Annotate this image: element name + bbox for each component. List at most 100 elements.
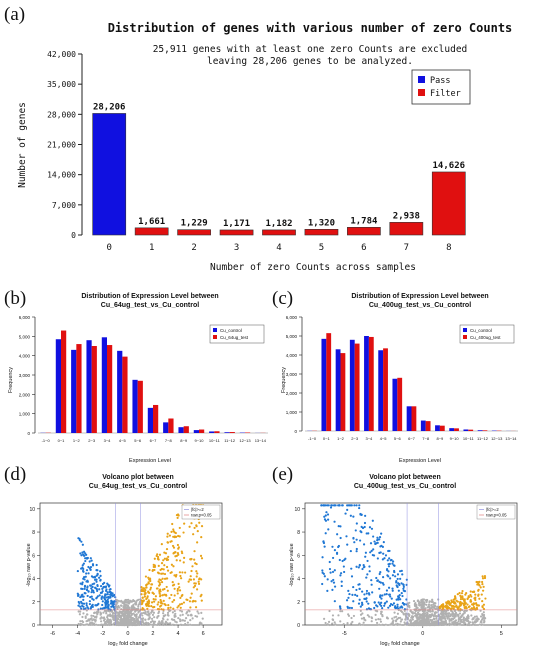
data-point (426, 614, 429, 617)
data-point (140, 612, 144, 615)
data-point (131, 605, 134, 608)
data-point (333, 621, 336, 624)
data-point (333, 520, 336, 523)
bar-8~9-Cu_400ug_test (439, 425, 445, 431)
data-point (179, 619, 182, 623)
data-point (404, 623, 407, 626)
data-point (327, 528, 330, 531)
data-point (195, 562, 198, 566)
data-point (164, 593, 168, 596)
data-point (96, 584, 99, 587)
data-point (113, 593, 116, 597)
data-point (381, 607, 384, 610)
data-point (478, 597, 481, 600)
data-point (85, 604, 88, 607)
data-point (176, 606, 179, 609)
data-point (386, 574, 389, 577)
data-point (418, 623, 421, 627)
data-point (179, 574, 182, 578)
data-point (395, 615, 398, 618)
data-point (141, 608, 144, 611)
data-point (168, 534, 171, 537)
data-point (177, 553, 180, 556)
chart-title: Distribution of genes with various numbe… (108, 21, 513, 35)
data-point (342, 623, 345, 626)
data-point (167, 604, 170, 607)
data-point (327, 620, 331, 623)
data-point (365, 576, 368, 579)
data-point (347, 596, 350, 599)
legend-label: Cu_control (220, 328, 242, 333)
data-point (403, 603, 406, 606)
data-point (194, 582, 197, 585)
bar-11~12-Cu_400ug_test (482, 430, 488, 431)
data-point (156, 603, 159, 606)
data-point (164, 603, 167, 607)
data-point (339, 536, 342, 540)
data-point (477, 593, 480, 596)
bar-5~6-Cu_64ug_test (137, 380, 143, 433)
data-point (358, 504, 361, 507)
data-point (427, 610, 430, 613)
data-point (161, 588, 165, 591)
data-point (137, 607, 140, 610)
data-point (87, 590, 90, 593)
y-tick-label: 0 (294, 429, 297, 434)
x-tick-label: 7~8 (165, 438, 173, 443)
x-tick-label: 2~3 (88, 438, 96, 443)
data-point (145, 603, 148, 606)
y-tick-label: 0 (297, 623, 300, 629)
data-point (399, 577, 402, 580)
data-point (81, 587, 84, 591)
data-point (408, 601, 411, 604)
data-point (79, 552, 82, 555)
data-point (174, 555, 177, 558)
data-point (158, 592, 161, 595)
zero-counts-bar-chart: Distribution of genes with various numbe… (17, 21, 513, 273)
data-point (187, 580, 190, 583)
data-point (150, 611, 153, 614)
y-axis-label: Number of genes (17, 102, 28, 188)
data-point (197, 580, 200, 583)
data-point (356, 594, 359, 597)
y-axis-label: Frequency (281, 367, 287, 393)
data-point (355, 547, 358, 551)
data-point (178, 618, 182, 621)
data-point (196, 610, 199, 613)
data-point (462, 616, 465, 619)
data-point (463, 621, 466, 624)
data-point (351, 593, 354, 596)
data-point (166, 577, 169, 580)
data-point (105, 588, 108, 591)
bar-value-label: 1,229 (181, 219, 208, 229)
data-point (182, 601, 186, 604)
bar-6~7-Cu_400ug_test (411, 406, 417, 431)
data-point (192, 586, 195, 589)
data-point (91, 583, 94, 586)
data-point (84, 592, 87, 595)
y-tick-label: 0 (27, 431, 30, 436)
data-point (478, 584, 481, 587)
data-point (474, 598, 477, 602)
data-point (482, 603, 486, 606)
data-point (89, 607, 92, 610)
data-point (169, 540, 172, 543)
data-point (330, 580, 333, 583)
data-point (124, 603, 127, 606)
data-point (420, 622, 423, 625)
data-point (442, 603, 445, 606)
data-point (385, 616, 389, 619)
data-point (367, 592, 371, 595)
data-point (339, 610, 342, 613)
chart-title-line-2: Cu_400ug_test_vs_Cu_control (354, 483, 456, 490)
data-point (88, 560, 91, 563)
data-point (346, 508, 349, 511)
data-point (178, 571, 182, 574)
data-point (467, 595, 471, 599)
data-point (454, 622, 458, 625)
data-point (149, 579, 152, 583)
data-point (134, 623, 137, 626)
data-point (339, 620, 342, 623)
data-point (453, 623, 456, 626)
data-point (373, 540, 376, 543)
